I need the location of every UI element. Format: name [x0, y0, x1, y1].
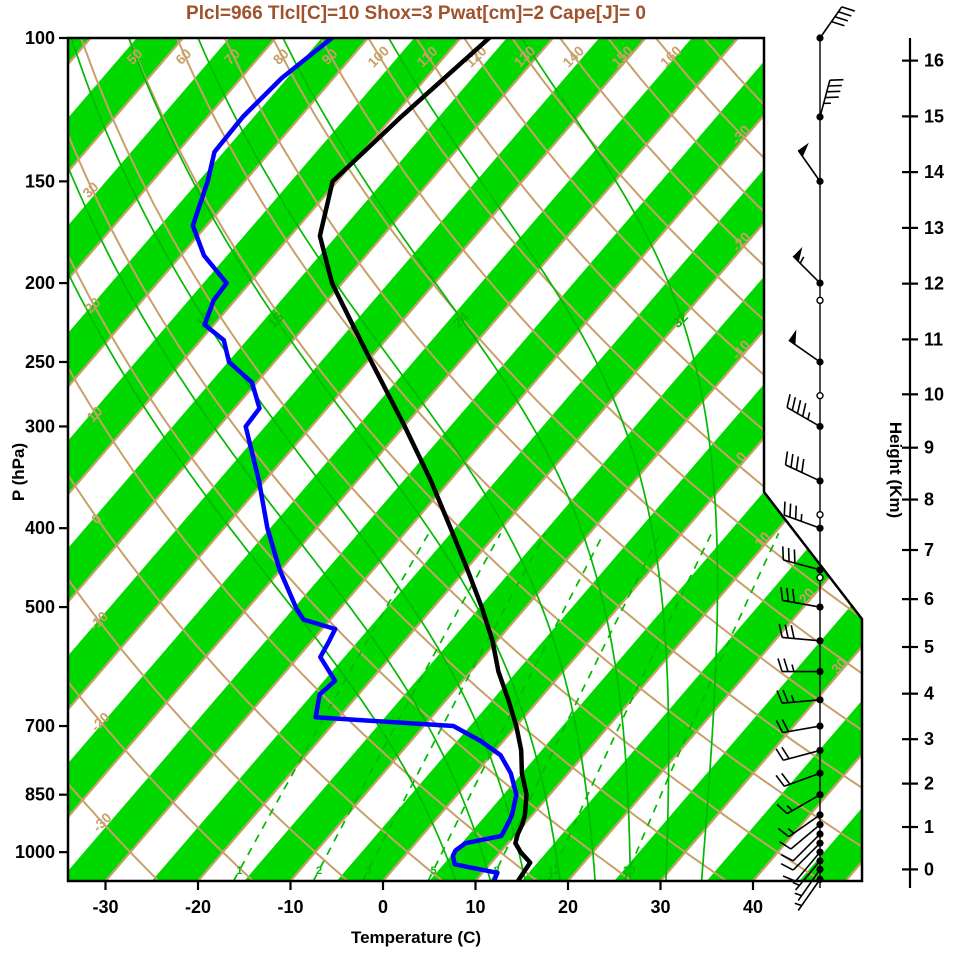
pressure-axis-label: P (hPa) [9, 442, 28, 502]
wind-barb [777, 658, 820, 673]
moist-adiabats [68, 38, 719, 881]
isotherms [68, 38, 862, 881]
svg-text:40: 40 [743, 897, 763, 917]
axis-ticks [59, 36, 755, 890]
wind-barb [775, 772, 821, 788]
svg-text:20: 20 [623, 865, 635, 877]
svg-text:300: 300 [25, 416, 55, 436]
wind-barb [780, 586, 821, 608]
mixing-ratio-lines [232, 532, 780, 881]
wind-barb [786, 394, 821, 428]
height-axis-label: Height (Km) [886, 421, 905, 519]
wind-barb [797, 142, 821, 182]
height-axis [902, 38, 918, 888]
wind-barb [782, 851, 821, 883]
wind-barb [778, 623, 821, 642]
svg-text:30: 30 [650, 897, 670, 917]
svg-text:2: 2 [316, 865, 322, 877]
wind-barb [792, 860, 821, 891]
chart-title: Plcl=966 Tlcl[C]=10 Shox=3 Pwat[cm]=2 Ca… [186, 3, 646, 24]
wind-barb [775, 746, 821, 762]
wind-barb [794, 878, 821, 911]
svg-text:1: 1 [924, 817, 934, 837]
svg-text:-10: -10 [277, 897, 303, 917]
svg-text:250: 250 [25, 352, 55, 372]
temperature-curve [317, 38, 533, 881]
svg-text:20: 20 [558, 897, 578, 917]
wind-barb [819, 78, 844, 118]
svg-text:5: 5 [430, 865, 436, 877]
wind-barb [780, 833, 821, 862]
svg-text:500: 500 [25, 597, 55, 617]
svg-text:1000: 1000 [15, 842, 55, 862]
wind-barb [776, 689, 821, 704]
svg-text:8: 8 [924, 490, 934, 510]
svg-text:15: 15 [924, 106, 944, 126]
wind-barb [819, 6, 855, 39]
wind-barb [777, 814, 821, 838]
wind-barb-column [775, 6, 855, 911]
wind-barb [775, 719, 821, 734]
svg-text:11: 11 [924, 329, 943, 349]
wind-barb [794, 868, 821, 901]
svg-text:0: 0 [378, 897, 388, 917]
svg-text:6: 6 [924, 589, 934, 609]
svg-text:13: 13 [924, 218, 944, 238]
svg-text:10: 10 [924, 384, 944, 404]
svg-text:12: 12 [924, 274, 944, 294]
wind-barb [780, 842, 821, 871]
svg-text:1: 1 [236, 865, 242, 877]
green-stripes [68, 38, 862, 881]
svg-text:100: 100 [364, 42, 392, 70]
svg-text:150: 150 [25, 171, 55, 191]
wind-barb [784, 451, 821, 482]
svg-text:700: 700 [25, 716, 55, 736]
svg-text:-20: -20 [185, 897, 211, 917]
wind-barb [779, 823, 821, 850]
wind-barb [783, 501, 821, 529]
svg-text:0: 0 [924, 859, 934, 879]
svg-text:5: 5 [924, 637, 934, 657]
dewpoint-curve [190, 38, 519, 881]
svg-text:4: 4 [924, 684, 934, 704]
svg-text:16: 16 [924, 51, 944, 71]
temperature-axis-label: Temperature (C) [350, 928, 482, 947]
svg-text:-30: -30 [92, 897, 118, 917]
svg-text:400: 400 [25, 518, 55, 538]
plot-frame [66, 36, 864, 883]
svg-text:10: 10 [465, 897, 485, 917]
svg-text:14: 14 [924, 162, 944, 182]
wind-barb [792, 247, 821, 284]
svg-text:850: 850 [25, 785, 55, 805]
wind-barb [788, 329, 821, 363]
svg-text:200: 200 [25, 273, 55, 293]
svg-text:3: 3 [924, 729, 934, 749]
svg-text:12: 12 [548, 865, 560, 877]
svg-text:9: 9 [924, 438, 934, 458]
svg-text:2: 2 [924, 774, 934, 794]
svg-text:100: 100 [25, 28, 55, 48]
svg-text:3: 3 [365, 865, 371, 877]
svg-text:7: 7 [924, 540, 934, 560]
wind-barb [776, 793, 821, 815]
wind-barb [781, 546, 821, 571]
